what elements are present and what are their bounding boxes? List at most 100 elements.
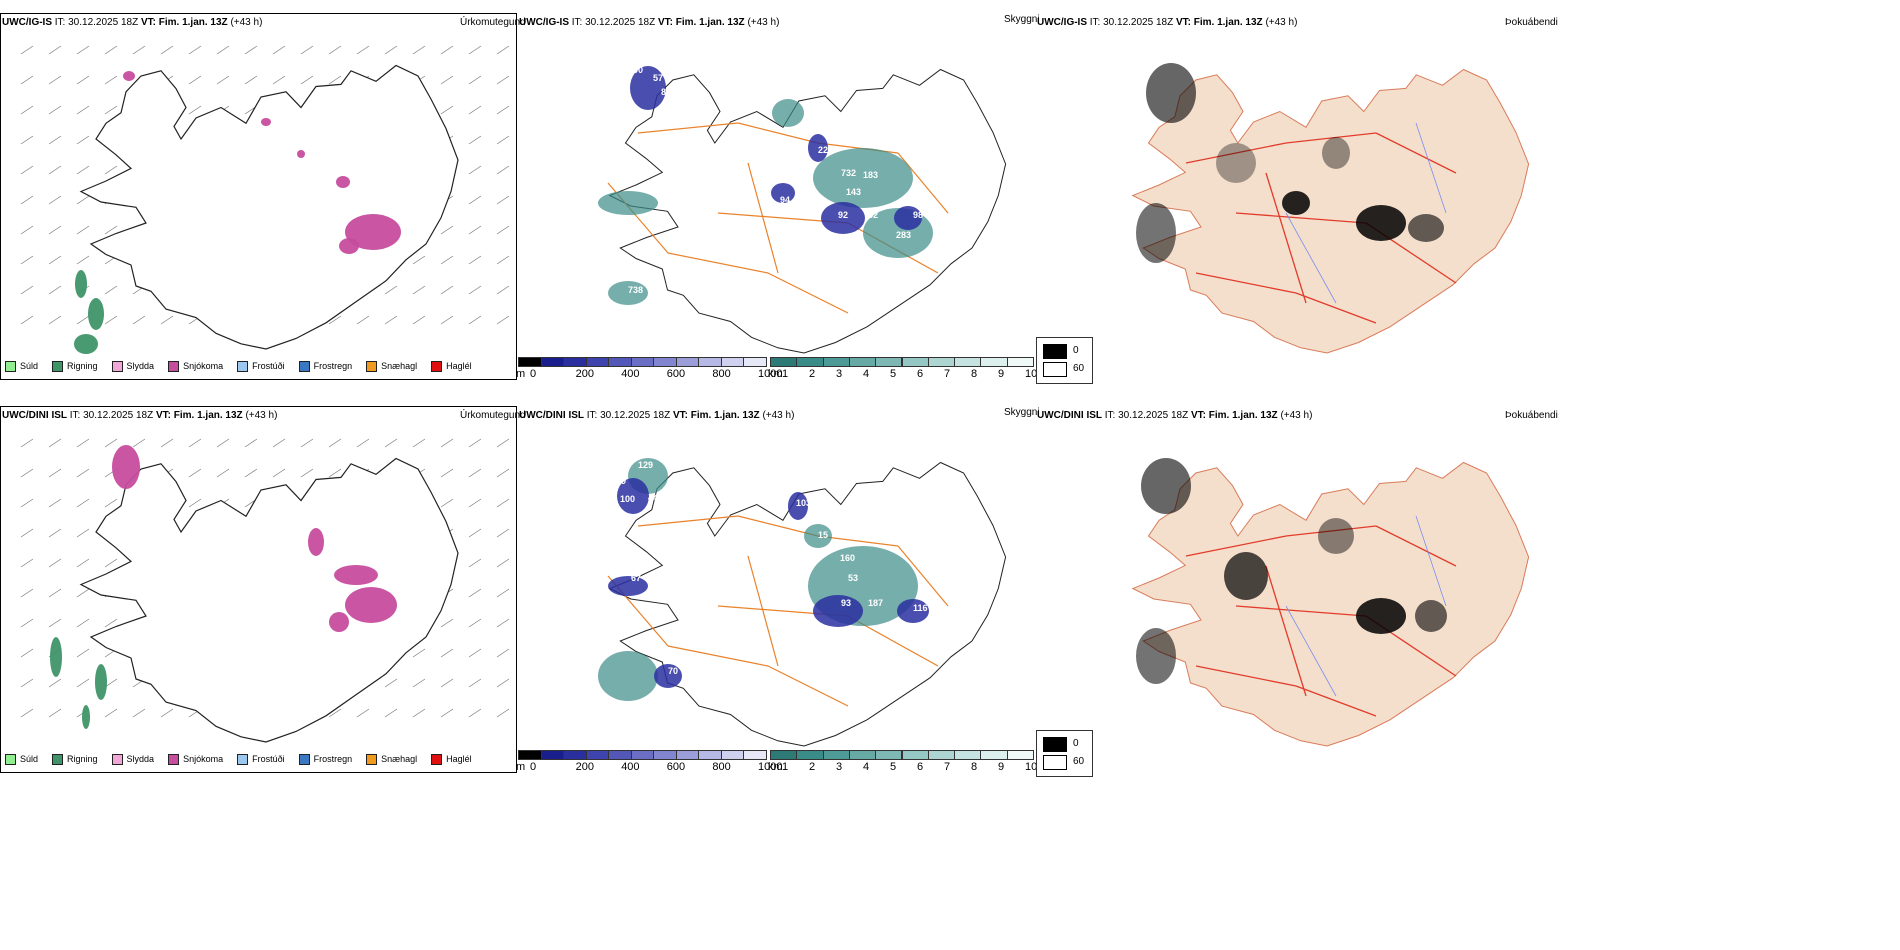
iceland-coastline xyxy=(608,461,1007,747)
wind-barb xyxy=(20,588,34,598)
iceland-map-precip-1 xyxy=(20,45,510,354)
iceland-land xyxy=(1131,68,1530,354)
wind-barb xyxy=(468,195,482,205)
wind-barb xyxy=(440,285,454,295)
wind-barb xyxy=(272,75,286,85)
colorbar-segment xyxy=(848,357,877,367)
visibility-colorbar-1: km 1 2 3 4 5 6 7 8 9 10 xyxy=(768,357,1037,385)
wind-barb xyxy=(496,708,510,718)
road xyxy=(667,645,769,667)
precip-legend-1: Súld Rigning Slydda Snjókoma Frostúði Frostre… xyxy=(5,359,472,373)
rain-area xyxy=(75,270,87,298)
colorbar-tick: 1 xyxy=(782,761,789,773)
wind-barb xyxy=(48,75,62,85)
wind-barb xyxy=(76,588,90,598)
wind-barb xyxy=(496,438,510,448)
it-value: 30.12.2025 18Z xyxy=(83,410,154,421)
cloud-base-label: 67 xyxy=(631,573,641,583)
legend-item: Snjókoma xyxy=(168,753,223,765)
colorbar-tick: 600 xyxy=(666,368,686,380)
legend-swatch xyxy=(111,753,123,765)
wind-barb xyxy=(300,468,314,478)
wind-barb xyxy=(104,678,118,688)
wind-barb xyxy=(132,438,146,448)
it-value: 30.12.2025 18Z xyxy=(600,410,671,421)
legend-item: Slydda xyxy=(111,360,154,372)
wind-barb xyxy=(20,315,34,325)
wind-barb xyxy=(48,135,62,145)
wind-barb xyxy=(468,225,482,235)
colorbar-segment xyxy=(848,750,877,760)
low-cloud-area xyxy=(771,183,795,203)
fog-legend-swatch xyxy=(1043,737,1067,752)
legend-label: Frostregn xyxy=(313,361,353,371)
legend-swatch xyxy=(168,360,180,372)
legend-item: Súld xyxy=(5,360,39,372)
legend-label: Slydda xyxy=(126,754,155,764)
cloud-base-label: 93 xyxy=(841,598,851,608)
colorbar-segment xyxy=(980,357,1008,367)
road xyxy=(737,122,819,144)
legend-label: Súld xyxy=(20,361,39,371)
wind-barb xyxy=(468,498,482,508)
wind-barb xyxy=(356,315,370,325)
wind-barb xyxy=(300,75,314,85)
legend-swatch xyxy=(5,360,16,372)
wind-barb xyxy=(412,255,426,265)
colorbar-unit: km xyxy=(768,368,783,380)
legend-label: Haglél xyxy=(446,754,472,764)
low-cloud-area xyxy=(813,595,863,627)
low-cloud-area xyxy=(654,664,682,688)
wind-barb xyxy=(496,315,510,325)
cloud-base-label: 222 xyxy=(818,145,833,155)
fog-index-map-panel-2 xyxy=(1036,406,1556,773)
wind-barb xyxy=(48,105,62,115)
fog-legend-swatch xyxy=(1043,344,1067,359)
wind-barb xyxy=(20,45,34,55)
model-name: UWC/IG-IS xyxy=(2,17,52,28)
fog-legend-value: 0 xyxy=(1073,738,1079,749)
low-cloud-area xyxy=(788,492,808,520)
wind-barb xyxy=(412,648,426,658)
road xyxy=(1285,525,1377,537)
colorbar-segment xyxy=(540,357,565,367)
cloud-base-label: 116 xyxy=(913,603,928,613)
wind-barb xyxy=(412,285,426,295)
offset: (+43 h) xyxy=(1265,17,1298,28)
cloud-base-label: 98 xyxy=(913,210,923,220)
wind-barb xyxy=(20,708,34,718)
colorbar-tick: 3 xyxy=(836,368,843,380)
it-label: IT: xyxy=(1089,17,1101,28)
precip-legend-2: Súld Rigning Slydda Snjókoma Frostúði Frostre… xyxy=(5,752,472,766)
road xyxy=(1265,172,1307,304)
wind-barb xyxy=(188,45,202,55)
legend-item: Frostregn xyxy=(298,753,352,765)
cloud-visibility-map-panel-2: 129 39 100 44 67 59 103 15 160 53 93 187 116 70 22 16 xyxy=(518,406,1035,773)
wind-barb xyxy=(412,45,426,55)
legend-label: Súld xyxy=(20,754,39,764)
legend-swatch xyxy=(168,753,180,765)
cloud-base-label: 22 xyxy=(598,580,608,590)
vt-value: Fim. 1.jan. 13Z xyxy=(690,410,760,421)
cloud-base-label: 59 xyxy=(658,576,668,586)
colorbar-segment xyxy=(540,750,565,760)
header-panel-2-3: UWC/DINI ISL IT: 30.12.2025 18Z VT: Fim.… xyxy=(1037,409,1537,425)
wind-barb xyxy=(496,45,510,55)
cloud-base-label: 160 xyxy=(840,553,855,563)
fog-legend-1: 0 60 xyxy=(1036,337,1093,384)
snow-area xyxy=(345,214,401,250)
river xyxy=(1285,212,1337,304)
legend-item: Frostregn xyxy=(298,360,353,372)
legend-item: Frostúði xyxy=(237,360,285,372)
wind-barb xyxy=(48,255,62,265)
cloud-base-label: 47 xyxy=(814,202,824,212)
colorbar-segment xyxy=(608,750,632,760)
wind-barb xyxy=(76,45,90,55)
fog-area xyxy=(1136,203,1176,263)
colorbar-tick: 5 xyxy=(890,368,897,380)
snow-area xyxy=(261,118,271,126)
low-visibility-area xyxy=(804,524,832,548)
wind-barb xyxy=(440,45,454,55)
legend-swatch xyxy=(298,753,310,765)
wind-barb xyxy=(76,225,90,235)
